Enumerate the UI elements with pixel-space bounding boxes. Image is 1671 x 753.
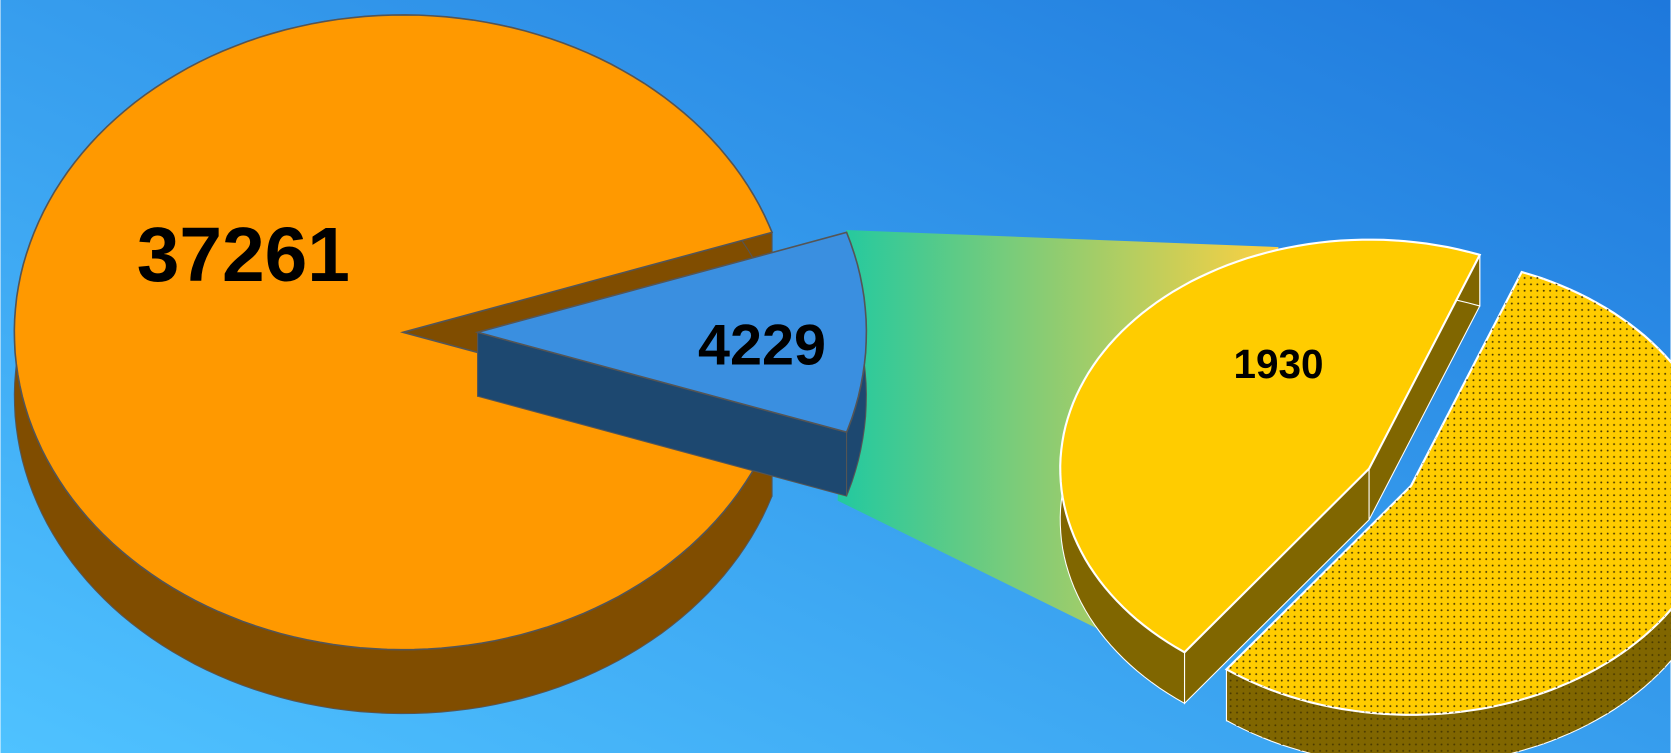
- pie-slice: [1059, 238, 1482, 654]
- data-label: 37261: [137, 213, 350, 298]
- pie-slice: [474, 231, 868, 434]
- data-label: 1930: [1234, 341, 1324, 387]
- pie-slice: [13, 14, 774, 651]
- slice-side-pattern: [1226, 272, 1671, 753]
- data-label: 4229: [698, 314, 826, 378]
- slice-pattern: [1226, 272, 1671, 715]
